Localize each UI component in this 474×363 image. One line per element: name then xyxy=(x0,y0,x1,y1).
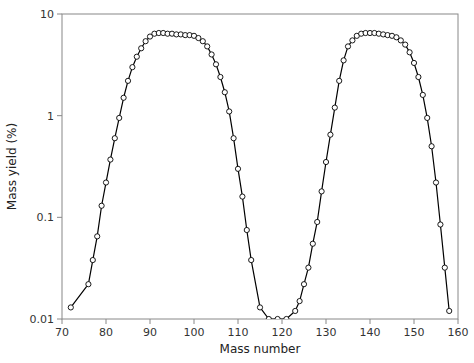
data-point xyxy=(90,257,95,262)
x-tick-label: 80 xyxy=(99,326,113,339)
y-tick xyxy=(57,115,62,116)
data-point xyxy=(235,166,240,171)
data-point xyxy=(332,105,337,110)
x-tick xyxy=(238,319,239,324)
data-point xyxy=(257,305,262,310)
y-tick xyxy=(57,14,62,15)
data-point xyxy=(293,308,298,313)
data-point xyxy=(139,46,144,51)
data-point xyxy=(68,305,73,310)
data-point xyxy=(218,74,223,79)
data-point xyxy=(438,222,443,227)
data-point xyxy=(125,78,130,83)
data-point xyxy=(403,42,408,47)
data-point xyxy=(411,60,416,65)
data-point xyxy=(117,115,122,120)
x-tick xyxy=(282,319,283,324)
data-point xyxy=(86,282,91,287)
x-tick-label: 100 xyxy=(184,326,205,339)
x-tick xyxy=(106,319,107,324)
y-tick-label: 0.01 xyxy=(30,313,55,326)
data-point xyxy=(297,298,302,303)
data-point xyxy=(99,203,104,208)
data-point xyxy=(407,50,412,55)
x-tick-label: 130 xyxy=(316,326,337,339)
data-point xyxy=(222,90,227,95)
data-point xyxy=(306,265,311,270)
data-point xyxy=(341,58,346,63)
data-point xyxy=(266,316,271,319)
data-line xyxy=(71,33,449,319)
data-point xyxy=(205,44,210,49)
data-point xyxy=(209,52,214,57)
x-tick xyxy=(194,319,195,324)
x-tick-label: 150 xyxy=(404,326,425,339)
data-point xyxy=(112,136,117,141)
data-point xyxy=(398,38,403,43)
data-point xyxy=(134,54,139,59)
data-point xyxy=(121,95,126,100)
data-point xyxy=(345,44,350,49)
y-tick-label: 1 xyxy=(47,110,54,123)
y-tick xyxy=(57,217,62,218)
x-tick-label: 70 xyxy=(55,326,69,339)
data-point xyxy=(442,265,447,270)
data-point xyxy=(301,282,306,287)
y-axis-label: Mass yield (%) xyxy=(5,123,19,210)
x-tick xyxy=(62,319,63,324)
data-point xyxy=(143,39,148,44)
data-point xyxy=(420,92,425,97)
data-point xyxy=(95,234,100,239)
chart-container: 7080901001101201301401501600.010.1110Mas… xyxy=(0,0,474,363)
data-point xyxy=(213,62,218,67)
x-tick-label: 120 xyxy=(272,326,293,339)
data-point xyxy=(200,39,205,44)
data-point xyxy=(108,157,113,162)
data-point xyxy=(328,132,333,137)
x-tick-label: 90 xyxy=(143,326,157,339)
data-point xyxy=(429,144,434,149)
data-point xyxy=(323,159,328,164)
data-point xyxy=(425,115,430,120)
data-point xyxy=(337,78,342,83)
y-tick xyxy=(57,319,62,320)
y-tick-label: 0.1 xyxy=(37,211,55,224)
plot-data xyxy=(68,30,452,319)
x-tick xyxy=(326,319,327,324)
plot-frame xyxy=(62,14,458,319)
axes: 7080901001101201301401501600.010.1110 xyxy=(30,8,469,339)
y-tick-label: 10 xyxy=(40,8,54,21)
data-point xyxy=(130,65,135,70)
x-tick xyxy=(458,319,459,324)
data-point xyxy=(350,38,355,43)
x-tick-label: 160 xyxy=(448,326,469,339)
data-point xyxy=(275,316,280,319)
data-point xyxy=(103,180,108,185)
data-point xyxy=(315,219,320,224)
x-tick xyxy=(370,319,371,324)
data-point xyxy=(416,74,421,79)
data-point xyxy=(447,308,452,313)
data-point xyxy=(231,136,236,141)
data-point xyxy=(227,109,232,114)
data-point xyxy=(433,180,438,185)
data-point xyxy=(249,257,254,262)
x-tick xyxy=(150,319,151,324)
chart-svg: 7080901001101201301401501600.010.1110Mas… xyxy=(0,0,474,363)
x-axis-label: Mass number xyxy=(220,342,301,356)
data-point xyxy=(284,316,289,319)
x-tick-label: 110 xyxy=(228,326,249,339)
x-tick xyxy=(414,319,415,324)
data-point xyxy=(310,241,315,246)
x-tick-label: 140 xyxy=(360,326,381,339)
data-point xyxy=(319,189,324,194)
data-point xyxy=(240,194,245,199)
data-point xyxy=(244,227,249,232)
